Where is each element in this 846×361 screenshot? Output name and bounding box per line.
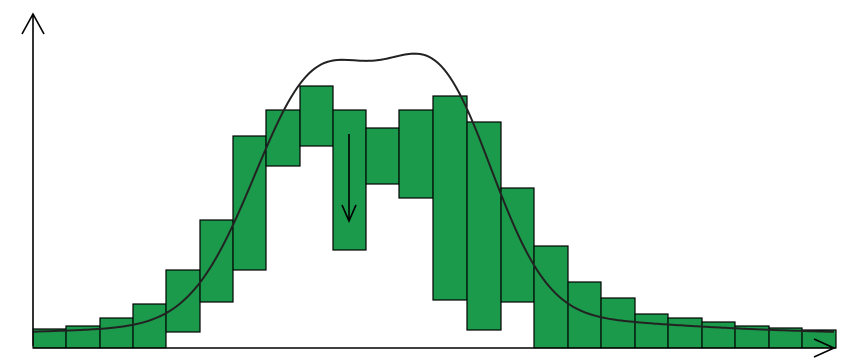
histogram-bar: [466, 121, 502, 331]
bimodal-density-curve: [32, 52, 834, 333]
histogram-bar: [600, 297, 636, 349]
y-axis: [21, 12, 45, 346]
histogram-bar: [667, 317, 703, 349]
histogram-bar: [398, 109, 434, 199]
histogram-bar: [165, 269, 201, 333]
histogram-bar: [634, 313, 669, 349]
histogram-bar: [132, 303, 167, 349]
x-axis: [33, 338, 836, 358]
histogram-bar: [533, 245, 569, 349]
arrow-down-icon: [341, 134, 357, 223]
histogram-bar: [199, 219, 234, 303]
arrow-right-icon: [813, 338, 836, 358]
histogram-bar: [232, 135, 267, 271]
histogram-bar: [365, 127, 400, 185]
arrow-up-icon: [21, 12, 45, 35]
histogram-bar: [432, 95, 468, 301]
histogram-bar: [299, 85, 334, 147]
histogram-bar: [99, 317, 134, 349]
